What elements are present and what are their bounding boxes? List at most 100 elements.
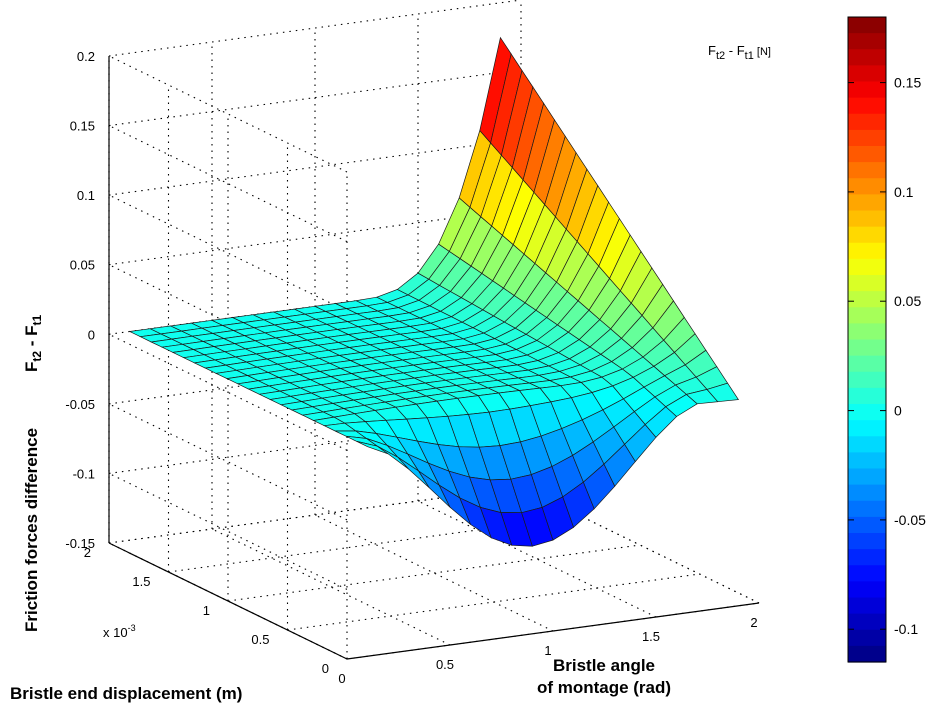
z-tick-label: 0 [88, 327, 95, 342]
axis-titles: Bristle angle of montage (rad) Bristle end… [10, 314, 671, 703]
z-symbol-part: - F [22, 325, 41, 351]
x-tick-label: 2 [750, 615, 757, 630]
y-axis-multiplier-exponent: -3 [128, 623, 136, 633]
colorbar-band [848, 468, 886, 486]
grid-line [108, 0, 522, 57]
colorbar-band [848, 129, 886, 147]
colorbar-title-sub: t2 [716, 50, 725, 62]
colorbar-tick-label: -0.1 [894, 621, 918, 637]
colorbar-band [848, 242, 886, 260]
grid-line [227, 544, 641, 602]
colorbar-band [848, 533, 886, 550]
colorbar-band [848, 307, 886, 324]
y-tick-label: 0.5 [251, 632, 269, 647]
x-axis-title-line2: of montage (rad) [537, 678, 671, 697]
colorbar-band [848, 226, 886, 244]
colorbar-band [848, 258, 886, 276]
z-axis-symbol: Ft2 - Ft1 [22, 314, 44, 372]
y-tick-label: 2 [84, 545, 91, 560]
colorbar-band [848, 452, 886, 470]
colorbar-band [848, 484, 886, 502]
z-axis-title-group: Friction forces difference Ft2 - Ft1 [22, 314, 44, 632]
z-tick-label: 0.1 [77, 188, 95, 203]
colorbar-band [848, 178, 886, 195]
grid-line [108, 194, 348, 312]
y-axis-title: Bristle end displacement (m) [10, 684, 242, 703]
colorbar-title-part: - F [725, 43, 745, 58]
colorbar-band [848, 420, 886, 437]
colorbar-band [848, 597, 886, 615]
y-axis-line [108, 542, 348, 660]
colorbar-band [848, 97, 886, 115]
z-tick-label: -0.15 [65, 536, 95, 551]
y-tick-label: 1.5 [132, 574, 150, 589]
colorbar-title: Ft2 - Ft1 [N] [708, 43, 771, 62]
colorbar-title-part: F [708, 43, 716, 58]
tick-labels: 0 0.5 1 1.5 2 0 0.5 1 1.5 2 0.2 0.15 0.1 0.05 0 -0.05 -0… [65, 49, 757, 686]
colorbar-tick-label: -0.05 [894, 512, 926, 528]
grid-line [108, 55, 348, 173]
surface-patch [706, 382, 740, 403]
colorbar-band [848, 371, 886, 389]
z-tick-label: 0.2 [77, 49, 95, 64]
colorbar-title-sub: t1 [745, 50, 754, 62]
colorbar-band [848, 81, 886, 99]
z-tick-label: -0.05 [65, 397, 95, 412]
colorbar-band [848, 565, 886, 582]
z-tick-label: -0.1 [73, 466, 95, 481]
y-axis-multiplier: x 10-3 [103, 623, 136, 640]
z-tick-label: 0.05 [70, 258, 95, 273]
grid-line [108, 138, 522, 196]
colorbar-band [848, 436, 886, 453]
axis-lines [108, 56, 760, 660]
colorbar-band [848, 549, 886, 566]
colorbar: 0.15 0.1 0.05 0 -0.05 -0.1 Ft2 - Ft1 [N] [708, 16, 926, 663]
x-axis-title-line1: Bristle angle [553, 656, 655, 675]
colorbar-band [848, 275, 886, 292]
colorbar-band [848, 404, 886, 421]
colorbar-band [848, 113, 886, 131]
z-symbol-sub: t1 [30, 314, 44, 325]
grid-line [108, 472, 348, 590]
colorbar-band [848, 49, 886, 66]
colorbar-band [848, 339, 886, 357]
colorbar-band [848, 613, 886, 631]
y-tick-label: 0 [322, 661, 329, 676]
y-tick-label: 1 [203, 603, 210, 618]
colorbar-tick-label: 0.15 [894, 75, 921, 91]
x-tick-label: 0.5 [436, 657, 454, 672]
colorbar-band [848, 645, 886, 663]
colorbar-band [848, 355, 886, 373]
colorbar-frame [847, 16, 887, 663]
z-axis-title: Friction forces difference [22, 428, 41, 632]
colorbar-tick-label: 0 [894, 403, 902, 419]
colorbar-band [848, 581, 886, 599]
x-axis-line [346, 602, 760, 660]
colorbar-band [848, 323, 886, 341]
colorbar-band [848, 194, 886, 212]
colorbar-band [848, 291, 886, 308]
colorbar-band [848, 500, 886, 518]
z-symbol-part: F [22, 362, 41, 372]
colorbar-band [848, 146, 886, 163]
x-tick-label: 1 [544, 643, 551, 658]
z-symbol-sub: t2 [30, 351, 44, 362]
z-tick-label: 0.15 [70, 119, 95, 134]
grid-line [211, 528, 451, 646]
colorbar-band [848, 210, 886, 228]
colorbar-band [848, 33, 886, 50]
x-tick-label: 0 [338, 671, 345, 686]
colorbar-title-unit: [N] [754, 46, 771, 58]
colorbar-tick-label: 0.05 [894, 293, 921, 309]
colorbar-band [848, 162, 886, 179]
colorbar-band [848, 516, 886, 534]
colorbar-band [848, 387, 886, 405]
colorbar-band [848, 65, 886, 83]
colorbar-band [848, 629, 886, 647]
surface-mesh [128, 36, 740, 547]
colorbar-tick-label: 0.1 [894, 184, 914, 200]
colorbar-band [848, 17, 886, 34]
x-tick-label: 1.5 [642, 629, 660, 644]
